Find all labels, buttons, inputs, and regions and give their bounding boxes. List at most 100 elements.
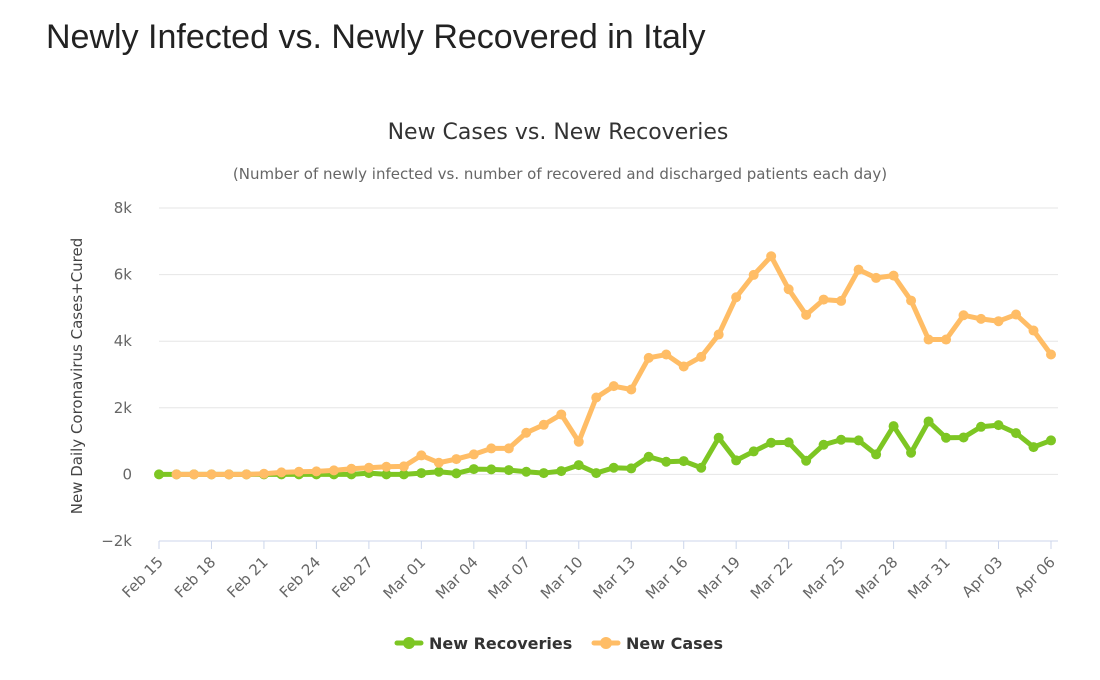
data-point[interactable] <box>363 462 374 473</box>
data-point[interactable] <box>696 351 707 362</box>
data-point[interactable] <box>713 432 724 443</box>
data-point[interactable] <box>853 435 864 446</box>
data-point[interactable] <box>573 460 584 471</box>
data-point[interactable] <box>591 392 602 403</box>
data-point[interactable] <box>573 436 584 447</box>
legend-item-new-cases[interactable]: New Cases <box>591 634 723 653</box>
series-line <box>156 418 1054 477</box>
data-point[interactable] <box>293 466 304 477</box>
data-point[interactable] <box>381 461 392 472</box>
data-point[interactable] <box>731 292 742 303</box>
data-point[interactable] <box>643 352 654 363</box>
x-tick-label: Mar 19 <box>694 553 744 603</box>
data-point[interactable] <box>486 464 497 475</box>
data-point[interactable] <box>608 462 619 473</box>
data-point[interactable] <box>1011 428 1022 439</box>
data-point[interactable] <box>538 419 549 430</box>
data-point[interactable] <box>398 461 409 472</box>
data-point[interactable] <box>941 334 952 345</box>
data-point[interactable] <box>451 454 462 465</box>
data-point[interactable] <box>451 468 462 479</box>
legend-item-new-recoveries[interactable]: New Recoveries <box>394 634 572 653</box>
data-point[interactable] <box>731 455 742 466</box>
data-point[interactable] <box>1028 442 1039 453</box>
data-point[interactable] <box>521 427 532 438</box>
data-point[interactable] <box>258 468 269 479</box>
data-point[interactable] <box>1046 349 1056 360</box>
data-point[interactable] <box>503 465 514 476</box>
data-point[interactable] <box>626 463 637 474</box>
data-point[interactable] <box>766 437 777 448</box>
x-axis-ticks: Feb 15 Feb 18 Feb 21 Feb 24 Feb 27 Mar 01 Mar … <box>118 540 1059 603</box>
data-point[interactable] <box>766 251 777 262</box>
data-point[interactable] <box>748 269 759 280</box>
data-point[interactable] <box>678 456 689 467</box>
data-point[interactable] <box>888 270 899 281</box>
data-point[interactable] <box>958 432 969 443</box>
data-point[interactable] <box>241 469 252 480</box>
data-point[interactable] <box>503 443 514 454</box>
data-point[interactable] <box>958 310 969 321</box>
data-point[interactable] <box>818 439 829 450</box>
data-point[interactable] <box>486 443 497 454</box>
data-point[interactable] <box>188 469 199 480</box>
data-point[interactable] <box>941 432 952 443</box>
data-point[interactable] <box>696 462 707 473</box>
legend-marker <box>600 637 612 649</box>
data-point[interactable] <box>783 284 794 295</box>
data-point[interactable] <box>801 309 812 320</box>
data-point[interactable] <box>661 456 672 467</box>
data-point[interactable] <box>381 469 392 480</box>
data-point[interactable] <box>608 381 619 392</box>
data-point[interactable] <box>801 455 812 466</box>
legend-marker <box>403 637 415 649</box>
data-point[interactable] <box>923 334 934 345</box>
data-point[interactable] <box>643 451 654 462</box>
data-point[interactable] <box>818 294 829 305</box>
data-point[interactable] <box>626 384 637 395</box>
data-point[interactable] <box>906 295 917 306</box>
data-point[interactable] <box>976 313 987 324</box>
data-point[interactable] <box>661 349 672 360</box>
data-point[interactable] <box>1028 325 1039 336</box>
data-point[interactable] <box>521 466 532 477</box>
data-point[interactable] <box>748 446 759 457</box>
data-point[interactable] <box>1011 309 1022 320</box>
data-point[interactable] <box>346 463 357 474</box>
data-point[interactable] <box>993 316 1004 327</box>
data-point[interactable] <box>433 457 444 468</box>
data-point[interactable] <box>311 466 322 477</box>
data-point[interactable] <box>416 468 427 479</box>
data-point[interactable] <box>433 466 444 477</box>
data-point[interactable] <box>206 469 217 480</box>
data-point[interactable] <box>556 466 567 477</box>
data-point[interactable] <box>783 437 794 448</box>
data-point[interactable] <box>328 465 339 476</box>
data-point[interactable] <box>276 467 287 478</box>
data-point[interactable] <box>398 469 409 480</box>
data-point[interactable] <box>871 449 882 460</box>
data-point[interactable] <box>923 416 934 427</box>
data-point[interactable] <box>223 469 234 480</box>
data-point[interactable] <box>888 421 899 432</box>
data-point[interactable] <box>1046 435 1056 446</box>
data-point[interactable] <box>976 421 987 432</box>
legend[interactable]: New Recoveries New Cases <box>394 634 723 653</box>
data-point[interactable] <box>836 295 847 306</box>
data-point[interactable] <box>713 329 724 340</box>
data-point[interactable] <box>591 468 602 479</box>
data-point[interactable] <box>416 450 427 461</box>
data-point[interactable] <box>556 409 567 420</box>
data-point[interactable] <box>853 264 864 275</box>
data-point[interactable] <box>538 468 549 479</box>
data-point[interactable] <box>468 464 479 475</box>
x-tick-label: Apr 03 <box>958 553 1006 601</box>
data-point[interactable] <box>993 420 1004 431</box>
data-point[interactable] <box>906 447 917 458</box>
data-point[interactable] <box>836 434 847 445</box>
data-point[interactable] <box>871 272 882 283</box>
data-point[interactable] <box>468 449 479 460</box>
data-point[interactable] <box>154 469 164 480</box>
data-point[interactable] <box>171 469 182 480</box>
data-point[interactable] <box>678 361 689 372</box>
